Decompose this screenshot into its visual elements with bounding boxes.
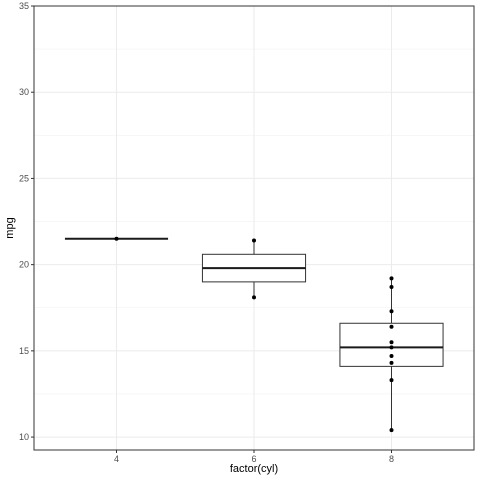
y-tick-label: 20 <box>19 260 29 270</box>
data-point <box>389 354 394 359</box>
data-point <box>252 238 256 243</box>
data-point <box>389 428 394 433</box>
x-tick-label: 4 <box>114 454 119 464</box>
data-point <box>389 309 394 314</box>
x-tick-label: 8 <box>389 454 394 464</box>
data-point <box>389 360 394 365</box>
data-point <box>389 324 394 329</box>
y-tick-label: 10 <box>19 432 29 442</box>
y-tick-label: 25 <box>19 173 29 183</box>
y-axis-title: mpg <box>4 217 16 238</box>
data-point <box>389 340 394 345</box>
y-axis: 10 15 20 25 30 35 <box>19 1 34 442</box>
x-axis: 4 6 8 <box>114 450 394 464</box>
y-tick-label: 30 <box>19 87 29 97</box>
box-body <box>339 322 444 367</box>
x-tick-label: 6 <box>251 454 256 464</box>
box-marks <box>64 236 444 433</box>
y-tick-label: 35 <box>19 1 29 11</box>
data-point <box>389 345 394 350</box>
x-axis-title: factor(cyl) <box>230 463 278 475</box>
y-tick-label: 15 <box>19 346 29 356</box>
data-point <box>252 295 256 300</box>
data-point <box>389 285 394 290</box>
data-point <box>389 276 394 281</box>
data-point <box>389 378 394 383</box>
data-point <box>114 236 119 241</box>
